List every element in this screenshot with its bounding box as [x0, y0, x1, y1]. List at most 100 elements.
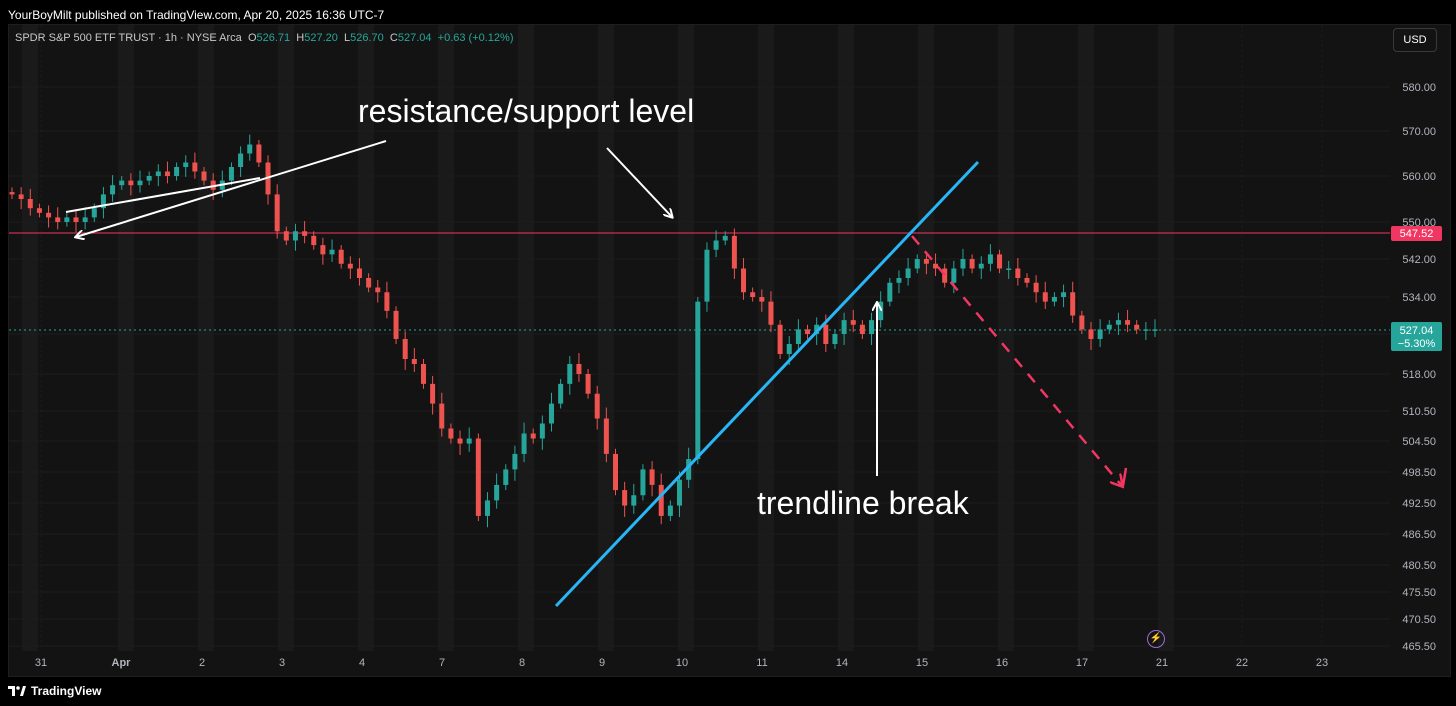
resistance-pointer-arrow[interactable] [76, 140, 387, 237]
session-band [1158, 25, 1174, 651]
price-tick-label: 470.50 [1402, 614, 1436, 626]
candle-body [402, 339, 408, 359]
candle-body [905, 268, 911, 278]
level-pointer-arrow[interactable] [606, 147, 672, 217]
session-band [198, 25, 214, 651]
time-axis[interactable]: 31 Apr 2 3 4 7 8 9 10 11 14 15 16 17 21 22 23 [35, 657, 1328, 669]
tradingview-brand: TradingView [31, 684, 102, 698]
candle-body [338, 249, 344, 264]
candle-body [192, 162, 198, 172]
candle-body [457, 438, 463, 444]
trendline[interactable] [554, 160, 980, 608]
candle-body [750, 292, 756, 297]
candle-body [164, 171, 170, 176]
candle-body [503, 469, 509, 485]
price-axis[interactable]: 580.00570.00560.00550.00542.00534.00526.… [1402, 82, 1436, 653]
resistance-annotation[interactable]: resistance/support level [358, 93, 694, 129]
candle-body [1015, 268, 1021, 278]
price-tick-label: 504.50 [1402, 436, 1436, 448]
candle-body [677, 479, 683, 506]
candle-body [238, 153, 244, 167]
candle-body [777, 324, 783, 354]
publish-header: YourBoyMilt published on TradingView.com… [8, 8, 385, 22]
candle-body [576, 364, 582, 374]
candle-body [658, 484, 664, 516]
session-band [278, 25, 294, 651]
candle-body [100, 194, 106, 209]
candle-body [814, 324, 820, 334]
candle-body [969, 259, 975, 269]
symbol-legend: SPDR S&P 500 ETF TRUST · 1h · NYSE Arca … [15, 32, 514, 44]
price-tick-label: 542.00 [1402, 254, 1436, 266]
candle-body [1152, 329, 1158, 331]
candle-body [448, 428, 454, 439]
time-tick-label: 31 [35, 657, 47, 669]
price-tick-label: 534.00 [1402, 292, 1436, 304]
candle-body [997, 254, 1003, 269]
tradingview-logo[interactable]: TradingView [8, 684, 101, 698]
candle-body [933, 263, 939, 269]
symbol-title: SPDR S&P 500 ETF TRUST · 1h · NYSE Arca [15, 32, 242, 44]
rising-line-annotation[interactable] [65, 177, 261, 213]
candle-body [393, 310, 399, 339]
candle-body [274, 194, 280, 232]
candle-body [539, 423, 545, 439]
candle-body [1061, 292, 1067, 297]
candle-body [91, 208, 97, 218]
time-tick-label: 8 [519, 657, 525, 669]
candle-body [512, 453, 518, 470]
session-band [758, 25, 774, 651]
price-tick-label: 492.50 [1402, 498, 1436, 510]
session-band [998, 25, 1014, 651]
change-value: +0.63 (+0.12%) [437, 32, 514, 44]
candle-body [36, 208, 42, 213]
time-tick-label: 21 [1156, 657, 1168, 669]
time-tick-label: 10 [676, 657, 688, 669]
session-band [118, 25, 134, 651]
candle-body [27, 199, 33, 209]
flash-icon[interactable]: ⚡ [1147, 630, 1165, 648]
candle-body [366, 278, 372, 288]
candle-body [823, 324, 829, 344]
trendline-annotation[interactable]: trendline break [757, 485, 970, 521]
candle-body [201, 171, 207, 181]
candle-body [411, 359, 417, 364]
time-tick-label: 15 [916, 657, 928, 669]
price-tick-label: 580.00 [1402, 82, 1436, 94]
candle-body [9, 192, 15, 195]
candle-body [786, 344, 792, 354]
candle-body [311, 235, 317, 246]
time-tick-label: 9 [599, 657, 605, 669]
price-tick-label: 475.50 [1402, 587, 1436, 599]
price-tick-label: 480.50 [1402, 560, 1436, 572]
candle-body [558, 383, 564, 404]
session-band [838, 25, 854, 651]
candle-body [530, 433, 536, 439]
price-tick-label: 465.50 [1402, 641, 1436, 653]
candle-body [1134, 324, 1140, 330]
resistance-price-tag [1391, 226, 1442, 241]
candle-body [850, 320, 856, 325]
candle-body [320, 245, 326, 255]
candle-body [347, 263, 353, 269]
candle-body [228, 167, 234, 181]
candle-body [622, 490, 628, 506]
last-price-label: 527.04 [1400, 325, 1434, 337]
candle-body [329, 249, 335, 255]
currency-button[interactable]: USD [1393, 28, 1437, 52]
candle-body [923, 259, 929, 264]
candle-body [805, 329, 811, 334]
candle-body [731, 235, 737, 269]
projection-arrow[interactable] [911, 235, 1122, 486]
candle-body [302, 231, 308, 236]
candle-body [1125, 320, 1131, 325]
candle-body [1088, 329, 1094, 339]
candle-body [183, 162, 189, 167]
candle-body [1143, 329, 1149, 331]
candle-body [859, 324, 865, 334]
chart-frame[interactable] [8, 24, 1451, 677]
candle-body [594, 393, 600, 419]
candle-body [603, 418, 609, 454]
candle-body [1006, 268, 1012, 270]
